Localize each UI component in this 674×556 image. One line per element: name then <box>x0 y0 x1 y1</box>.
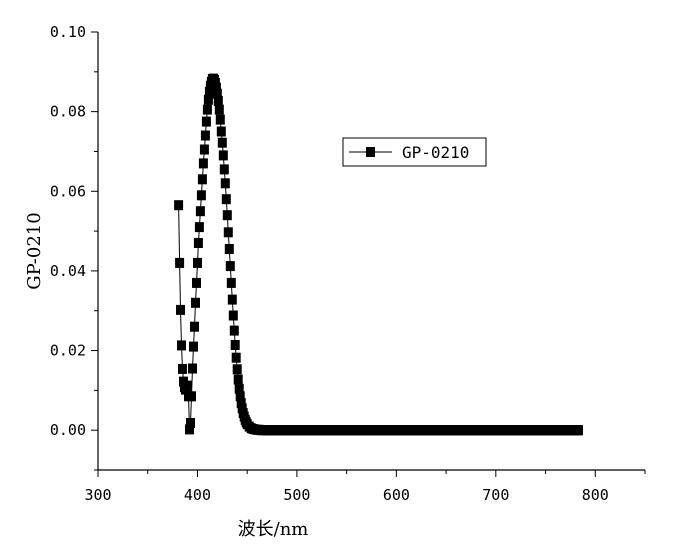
data-point <box>193 238 203 248</box>
data-point <box>183 380 192 391</box>
legend-marker <box>366 147 375 157</box>
data-point <box>197 174 207 185</box>
data-point <box>177 340 186 351</box>
data-point <box>215 114 225 125</box>
data-point <box>201 116 211 127</box>
data-point <box>230 340 240 350</box>
data-point <box>200 130 210 141</box>
y-tick-label: 0.08 <box>50 103 86 121</box>
data-point <box>196 190 206 201</box>
x-tick-label: 800 <box>582 486 609 504</box>
data-point <box>216 126 226 137</box>
data-point <box>236 398 246 409</box>
data-point <box>231 352 241 363</box>
data-point <box>573 425 583 436</box>
y-axis-title: GP-0210 <box>24 212 45 289</box>
data-point <box>199 144 209 155</box>
data-point <box>192 277 201 288</box>
data-point <box>198 158 208 169</box>
x-tick-label: 700 <box>482 486 509 504</box>
y-tick-label: 0.00 <box>50 421 86 439</box>
data-point <box>189 341 198 352</box>
ticks: 300 400 500 600 700 800 0.00 0.02 0.04 0.06 0.08 0.… <box>50 23 646 504</box>
data-point <box>235 391 245 402</box>
data-point <box>204 86 214 97</box>
x-tick-label: 300 <box>84 486 111 504</box>
y-tick-label: 0.04 <box>50 262 86 280</box>
data-point <box>219 164 229 175</box>
data-point <box>188 363 197 374</box>
data-point <box>232 364 242 375</box>
data-point <box>234 383 244 394</box>
data-point <box>202 104 212 115</box>
data-point <box>224 244 234 254</box>
data-point <box>213 95 223 106</box>
series-layer <box>174 73 583 436</box>
data-point <box>229 325 239 336</box>
data-point <box>226 277 236 288</box>
axes <box>97 32 645 471</box>
data-point <box>186 418 195 428</box>
x-tick-label: 600 <box>383 486 410 504</box>
data-point <box>176 304 185 315</box>
data-point <box>220 178 230 189</box>
data-point <box>212 88 222 99</box>
x-tick-label: 500 <box>283 486 310 504</box>
data-point <box>175 257 185 268</box>
data-point <box>187 391 196 402</box>
legend-label: GP-0210 <box>402 143 469 162</box>
data-point <box>190 321 199 332</box>
data-point <box>221 194 231 205</box>
data-point <box>227 294 237 305</box>
data-point <box>214 104 224 115</box>
data-point <box>228 310 238 321</box>
data-point <box>211 82 221 93</box>
y-tick-label: 0.06 <box>50 182 86 200</box>
x-tick-label: 400 <box>184 486 211 504</box>
data-point <box>223 227 233 238</box>
legend: GP-0210 <box>342 137 487 167</box>
data-point <box>225 261 235 272</box>
data-point <box>217 137 227 148</box>
data-point <box>185 424 194 435</box>
data-point <box>222 210 232 221</box>
data-point <box>218 150 228 161</box>
data-point <box>191 297 200 308</box>
data-point <box>195 206 205 217</box>
data-point <box>203 94 213 105</box>
y-tick-label: 0.10 <box>50 23 86 41</box>
data-point <box>178 363 187 374</box>
y-tick-label: 0.02 <box>50 342 86 360</box>
data-point <box>193 257 202 268</box>
data-point <box>174 200 184 211</box>
x-axis-title: 波长/nm <box>238 519 309 540</box>
data-point <box>233 374 243 385</box>
data-point <box>194 222 204 233</box>
